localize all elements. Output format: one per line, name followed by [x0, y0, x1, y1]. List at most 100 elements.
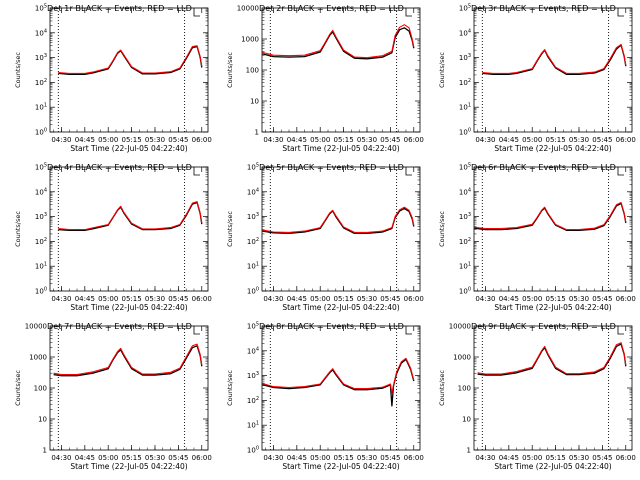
plot-frame [473, 7, 633, 133]
legend-marker [617, 8, 624, 17]
x-tick-label: 05:00 [98, 454, 118, 462]
x-tick-label: 06:00 [616, 454, 636, 462]
lld-series-line [477, 342, 627, 375]
x-tick-label: 05:30 [145, 136, 165, 144]
y-tick-label: 103 [247, 371, 259, 380]
y-tick-label: 103 [247, 212, 259, 221]
x-tick-label: 05:45 [592, 136, 612, 144]
y-tick-label: 101 [247, 262, 259, 271]
x-tick-label: 05:30 [357, 136, 377, 144]
events-series-line [262, 27, 415, 60]
x-axis-label: Start Time (22-Jul-05 04:22:40) [494, 303, 611, 312]
x-tick-label: 04:45 [75, 454, 95, 462]
x-tick-label: 05:30 [569, 136, 589, 144]
y-tick-label: 100 [459, 287, 471, 296]
panel-6: Det 6r BLACK = Events, RED = LLD10010110… [438, 162, 636, 312]
x-tick-label: 05:45 [380, 454, 400, 462]
x-tick-label: 05:30 [569, 295, 589, 303]
y-tick-label: 101 [459, 103, 471, 112]
lld-series-line [262, 357, 415, 394]
y-tick-label: 101 [35, 262, 47, 271]
x-tick-label: 04:30 [263, 454, 283, 462]
y-axis-label: Counts/sec [226, 52, 234, 88]
x-tick-label: 05:15 [334, 295, 354, 303]
lld-series-line [53, 343, 203, 376]
y-tick-label: 104 [247, 346, 259, 355]
y-axis-label: Counts/sec [14, 52, 22, 88]
y-tick-label: 10000 [449, 323, 471, 331]
y-tick-label: 100 [458, 385, 471, 393]
y-tick-label: 105 [247, 163, 259, 172]
y-tick-label: 102 [35, 237, 47, 246]
y-tick-label: 10 [38, 416, 47, 424]
x-tick-label: 04:45 [499, 454, 519, 462]
y-axis-label: Counts/sec [14, 370, 22, 406]
x-tick-label: 05:00 [98, 136, 118, 144]
y-tick-label: 103 [459, 212, 471, 221]
x-tick-label: 04:30 [51, 454, 71, 462]
lld-series-line [482, 43, 627, 74]
x-tick-label: 04:30 [475, 136, 495, 144]
y-tick-label: 100 [247, 287, 259, 296]
y-tick-label: 105 [35, 163, 47, 172]
y-axis-label: Counts/sec [438, 370, 446, 406]
x-axis-label: Start Time (22-Jul-05 04:22:40) [282, 303, 399, 312]
plot-frame [473, 166, 633, 292]
y-tick-label: 102 [247, 237, 259, 246]
y-tick-label: 104 [459, 187, 471, 196]
x-axis-label: Start Time (22-Jul-05 04:22:40) [70, 462, 187, 471]
y-tick-label: 103 [35, 212, 47, 221]
x-tick-label: 05:00 [522, 136, 542, 144]
x-tick-label: 05:00 [310, 454, 330, 462]
x-tick-label: 05:45 [168, 136, 188, 144]
y-tick-label: 102 [459, 237, 471, 246]
events-series-line [477, 343, 627, 376]
y-tick-label: 102 [247, 396, 259, 405]
x-tick-label: 04:45 [499, 295, 519, 303]
lld-series-line [58, 201, 203, 231]
x-tick-label: 05:00 [310, 136, 330, 144]
plot-frame [261, 325, 421, 451]
panel-5: Det 5r BLACK = Events, RED = LLD10010110… [226, 162, 424, 312]
y-tick-label: 101 [35, 103, 47, 112]
x-tick-label: 05:30 [145, 295, 165, 303]
x-tick-label: 06:00 [404, 295, 424, 303]
y-axis-label: Counts/sec [438, 52, 446, 88]
x-tick-label: 04:45 [75, 295, 95, 303]
x-tick-label: 05:30 [357, 454, 377, 462]
y-tick-label: 102 [459, 78, 471, 87]
y-tick-label: 105 [459, 4, 471, 13]
x-tick-label: 04:45 [287, 295, 307, 303]
x-tick-label: 05:45 [592, 454, 612, 462]
panel-8: Det 8r BLACK = Events, RED = LLD10010110… [226, 321, 424, 471]
x-tick-label: 04:30 [51, 136, 71, 144]
y-tick-label: 104 [35, 28, 47, 37]
panel-2: Det 2r BLACK = Events, RED = LLD11010010… [226, 3, 424, 153]
y-axis-label: Counts/sec [438, 211, 446, 247]
x-axis-label: Start Time (22-Jul-05 04:22:40) [494, 462, 611, 471]
x-tick-label: 05:15 [122, 295, 142, 303]
x-tick-label: 05:45 [168, 295, 188, 303]
x-axis-label: Start Time (22-Jul-05 04:22:40) [70, 144, 187, 153]
x-tick-label: 05:15 [122, 454, 142, 462]
legend-marker [405, 8, 412, 17]
events-series-line [262, 358, 415, 407]
x-tick-label: 05:00 [522, 454, 542, 462]
x-tick-label: 05:00 [310, 295, 330, 303]
x-tick-label: 05:00 [98, 295, 118, 303]
x-tick-label: 04:30 [475, 454, 495, 462]
plot-frame [49, 7, 209, 133]
lld-series-line [474, 201, 627, 231]
x-tick-label: 04:30 [263, 295, 283, 303]
x-tick-label: 05:15 [546, 454, 566, 462]
x-tick-label: 06:00 [192, 295, 212, 303]
y-tick-label: 10000 [237, 5, 259, 13]
y-tick-label: 104 [35, 187, 47, 196]
lld-series-line [262, 24, 415, 59]
x-tick-label: 05:15 [122, 136, 142, 144]
legend-marker [193, 8, 200, 17]
x-tick-label: 05:45 [168, 454, 188, 462]
x-axis-label: Start Time (22-Jul-05 04:22:40) [70, 303, 187, 312]
x-tick-label: 05:30 [569, 454, 589, 462]
y-tick-label: 101 [247, 421, 259, 430]
